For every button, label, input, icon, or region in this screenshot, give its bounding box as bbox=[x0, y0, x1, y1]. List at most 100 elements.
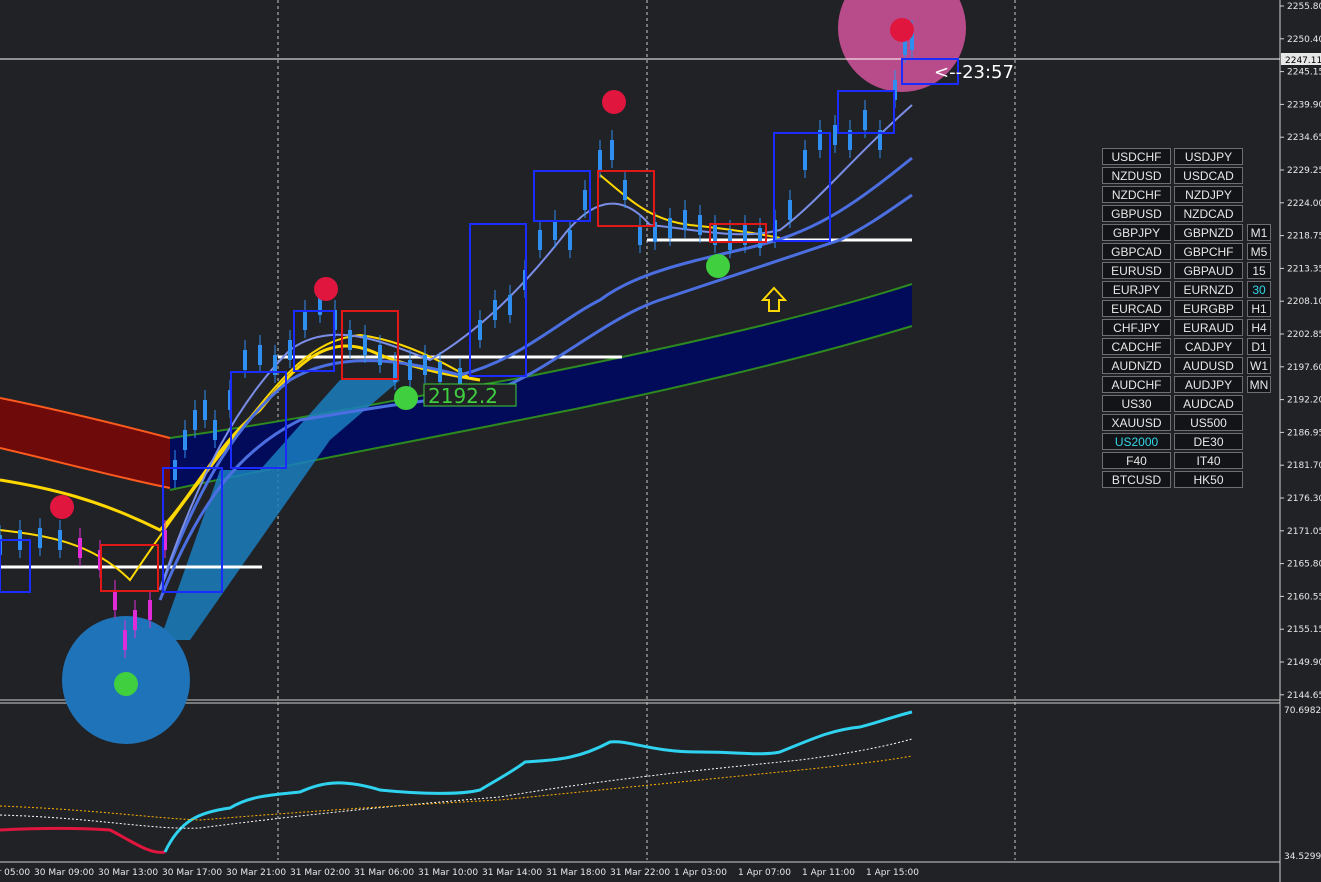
timeframe-button[interactable]: M5 bbox=[1247, 243, 1271, 260]
price-label: 2245.15 bbox=[1287, 68, 1321, 78]
time-label: 31 Mar 22:00 bbox=[610, 868, 670, 878]
current-price-value: 2247.11 bbox=[1285, 56, 1321, 66]
symbol-button[interactable]: AUDJPY bbox=[1174, 376, 1243, 393]
period-separators bbox=[277, 0, 1016, 860]
symbol-button[interactable]: EURNZD bbox=[1174, 281, 1243, 298]
time-axis: 29 Mar 05:00 30 Mar 09:00 30 Mar 13:00 30 M… bbox=[0, 868, 919, 878]
time-label: 31 Mar 02:00 bbox=[290, 868, 350, 878]
price-label: 2234.65 bbox=[1287, 133, 1321, 143]
band-edge-line bbox=[0, 447, 171, 489]
time-label: 30 Mar 13:00 bbox=[98, 868, 158, 878]
price-label: 2255.80 bbox=[1287, 2, 1321, 12]
indicator-line-cyan bbox=[163, 710, 913, 853]
indicator-signal-line bbox=[0, 738, 913, 829]
indicator-min-label: 34.5299 bbox=[1284, 852, 1321, 862]
range-boxes bbox=[0, 58, 959, 593]
timeframe-button[interactable]: H1 bbox=[1247, 300, 1271, 317]
price-label: 2176.30 bbox=[1287, 494, 1321, 504]
price-label: 2181.70 bbox=[1287, 461, 1321, 471]
symbol-button[interactable]: GBPUSD bbox=[1102, 205, 1171, 222]
symbol-button[interactable]: NZDCHF bbox=[1102, 186, 1171, 203]
symbol-button[interactable]: EURGBP bbox=[1174, 300, 1243, 317]
price-label: 2224.00 bbox=[1287, 199, 1321, 209]
price-axis: 2255.80 2250.40 2245.15 2239.90 2234.65 2229.… bbox=[1280, 2, 1321, 701]
time-label: 31 Mar 10:00 bbox=[418, 868, 478, 878]
price-label: 2202.85 bbox=[1287, 330, 1321, 340]
symbol-button[interactable]: AUDUSD bbox=[1174, 357, 1243, 374]
time-label: 1 Apr 11:00 bbox=[802, 868, 855, 878]
symbol-button[interactable]: NZDUSD bbox=[1102, 167, 1171, 184]
candle-countdown: <--23:57 bbox=[934, 62, 1014, 83]
price-label: 2250.40 bbox=[1287, 35, 1321, 45]
level-label-box bbox=[423, 383, 517, 407]
time-label: 30 Mar 21:00 bbox=[226, 868, 286, 878]
price-label: 2192.20 bbox=[1287, 396, 1321, 406]
symbol-button[interactable]: CHFJPY bbox=[1102, 319, 1171, 336]
timeframe-button[interactable]: D1 bbox=[1247, 338, 1271, 355]
time-label: 1 Apr 03:00 bbox=[674, 868, 727, 878]
symbol-button[interactable]: IT40 bbox=[1174, 452, 1243, 469]
symbol-button[interactable]: EURUSD bbox=[1102, 262, 1171, 279]
symbol-button[interactable]: AUDCHF bbox=[1102, 376, 1171, 393]
symbol-button[interactable]: NZDJPY bbox=[1174, 186, 1243, 203]
price-label: 2155.15 bbox=[1287, 625, 1321, 635]
time-label: 31 Mar 18:00 bbox=[546, 868, 606, 878]
symbol-button[interactable]: F40 bbox=[1102, 452, 1171, 469]
current-price-tag bbox=[1281, 53, 1321, 65]
symbol-button[interactable]: US2000 bbox=[1102, 433, 1171, 450]
symbol-button[interactable]: USDCHF bbox=[1102, 148, 1171, 165]
signal-dots bbox=[50, 18, 914, 696]
symbol-button[interactable]: NZDCAD bbox=[1174, 205, 1243, 222]
timeframe-button[interactable]: W1 bbox=[1247, 357, 1271, 374]
symbol-button[interactable]: USDJPY bbox=[1174, 148, 1243, 165]
time-label: 1 Apr 07:00 bbox=[738, 868, 791, 878]
indicator-max-label: 70.6982 bbox=[1284, 706, 1321, 716]
time-label: 31 Mar 06:00 bbox=[354, 868, 414, 878]
symbol-button[interactable]: GBPCAD bbox=[1102, 243, 1171, 260]
symbol-button[interactable]: CADJPY bbox=[1174, 338, 1243, 355]
symbol-button[interactable]: GBPCHF bbox=[1174, 243, 1243, 260]
price-label: 2239.90 bbox=[1287, 100, 1321, 110]
symbol-button[interactable]: AUDCAD bbox=[1174, 395, 1243, 412]
ma-blue-slow bbox=[158, 193, 913, 601]
symbol-button[interactable]: US500 bbox=[1174, 414, 1243, 431]
symbol-button[interactable]: XAUUSD bbox=[1102, 414, 1171, 431]
price-label: 2218.75 bbox=[1287, 232, 1321, 242]
symbol-button[interactable]: US30 bbox=[1102, 395, 1171, 412]
indicator-slow-line bbox=[0, 755, 913, 821]
symbol-button[interactable]: GBPJPY bbox=[1102, 224, 1171, 241]
price-label: 2144.65 bbox=[1287, 691, 1321, 701]
price-label: 2186.95 bbox=[1287, 428, 1321, 438]
indicator-line-red bbox=[0, 827, 166, 854]
price-label: 2165.80 bbox=[1287, 560, 1321, 570]
trend-projection bbox=[160, 380, 400, 640]
symbol-button[interactable]: EURAUD bbox=[1174, 319, 1243, 336]
price-label: 2171.05 bbox=[1287, 527, 1321, 537]
symbol-button[interactable]: GBPNZD bbox=[1174, 224, 1243, 241]
symbol-button[interactable]: EURJPY bbox=[1102, 281, 1171, 298]
symbol-button[interactable]: EURCAD bbox=[1102, 300, 1171, 317]
symbol-button[interactable]: HK50 bbox=[1174, 471, 1243, 488]
time-label: 29 Mar 05:00 bbox=[0, 868, 30, 878]
symbol-button[interactable]: CADCHF bbox=[1102, 338, 1171, 355]
price-label: 2149.90 bbox=[1287, 658, 1321, 668]
symbol-button[interactable]: BTCUSD bbox=[1102, 471, 1171, 488]
timeframe-button[interactable]: MN bbox=[1247, 376, 1271, 393]
candles bbox=[0, 20, 914, 658]
resistance-band bbox=[0, 398, 170, 488]
symbol-button[interactable]: USDCAD bbox=[1174, 167, 1243, 184]
timeframe-button[interactable]: M1 bbox=[1247, 224, 1271, 241]
band-edge-line bbox=[0, 397, 171, 439]
timeframe-button[interactable]: 15 bbox=[1247, 262, 1271, 279]
price-label: 2208.10 bbox=[1287, 297, 1321, 307]
timeframe-button[interactable]: 30 bbox=[1247, 281, 1271, 298]
buy-arrow-icon bbox=[760, 286, 788, 312]
symbol-button[interactable]: DE30 bbox=[1174, 433, 1243, 450]
timeframe-button[interactable]: H4 bbox=[1247, 319, 1271, 336]
time-label: 30 Mar 09:00 bbox=[34, 868, 94, 878]
symbol-button[interactable]: GBPAUD bbox=[1174, 262, 1243, 279]
symbol-button[interactable]: AUDNZD bbox=[1102, 357, 1171, 374]
trend-band bbox=[170, 284, 912, 490]
price-label: 2213.35 bbox=[1287, 264, 1321, 274]
